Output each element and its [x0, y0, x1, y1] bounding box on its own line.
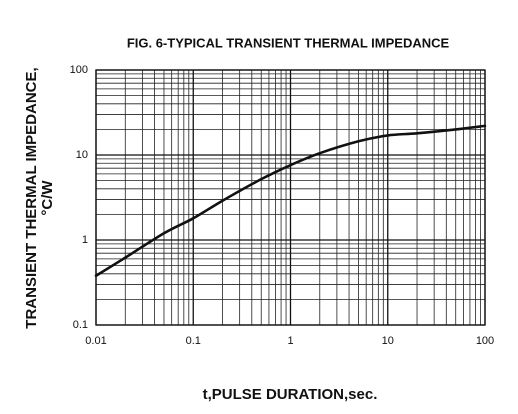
x-tick-label: 10: [382, 335, 394, 347]
x-tick-label: 1: [287, 335, 293, 347]
plot-frame: [95, 69, 486, 326]
curve: [94, 124, 487, 278]
y-tick-label: 100: [70, 64, 88, 76]
y-axis-label-line: TRANSIENT THERMAL IMPEDANCE,: [23, 67, 40, 328]
y-axis-label: TRANSIENT THERMAL IMPEDANCE, °C/W: [23, 67, 56, 328]
y-axis-label-line: °C/W: [39, 180, 56, 216]
y-tick-label: 10: [76, 149, 88, 161]
chart-title: FIG. 6-TYPICAL TRANSIENT THERMAL IMPEDAN…: [127, 35, 450, 50]
x-tick-label: 100: [476, 335, 494, 347]
y-tick-label: 0.1: [73, 319, 88, 331]
x-tick-label: 0.01: [85, 335, 106, 347]
x-tick-label: 0.1: [186, 335, 201, 347]
x-axis-label: t,PULSE DURATION,sec.: [203, 386, 378, 403]
y-tick-label: 1: [82, 234, 88, 246]
